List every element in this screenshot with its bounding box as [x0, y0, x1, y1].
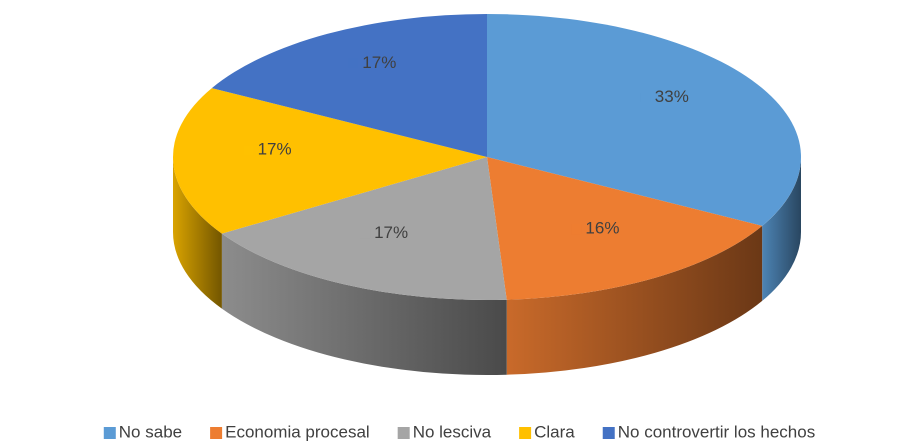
legend-label: Economia procesal [225, 422, 370, 441]
slice-side [221, 233, 507, 375]
legend-swatch [103, 427, 116, 439]
legend-label: No lesciva [413, 422, 492, 441]
slice-side [762, 157, 802, 301]
slice [487, 14, 801, 226]
label-marker [348, 58, 359, 69]
legend-label: No controvertir los hechos [618, 422, 815, 441]
slice-side [173, 157, 222, 309]
slice [172, 88, 487, 234]
data-label: 16% [585, 219, 619, 238]
legend-swatch [519, 427, 532, 439]
slice-side [506, 225, 763, 375]
legend-label: No sabe [119, 422, 182, 441]
data-label: 17% [374, 223, 408, 242]
slice [221, 157, 507, 300]
slice [211, 14, 487, 157]
data-label: 33% [655, 87, 689, 106]
label-marker [360, 228, 371, 239]
legend-label: Clara [534, 422, 575, 441]
legend: No sabe Economia procesal No lesciva Clara N… [103, 422, 815, 441]
data-label: 17% [362, 53, 396, 72]
legend-swatch [397, 427, 410, 439]
slice [487, 157, 763, 300]
data-label: 17% [258, 140, 292, 159]
legend-swatch [210, 427, 223, 439]
label-marker [571, 224, 582, 235]
label-marker [243, 145, 254, 156]
label-marker [640, 92, 651, 103]
legend-swatch [602, 427, 615, 439]
